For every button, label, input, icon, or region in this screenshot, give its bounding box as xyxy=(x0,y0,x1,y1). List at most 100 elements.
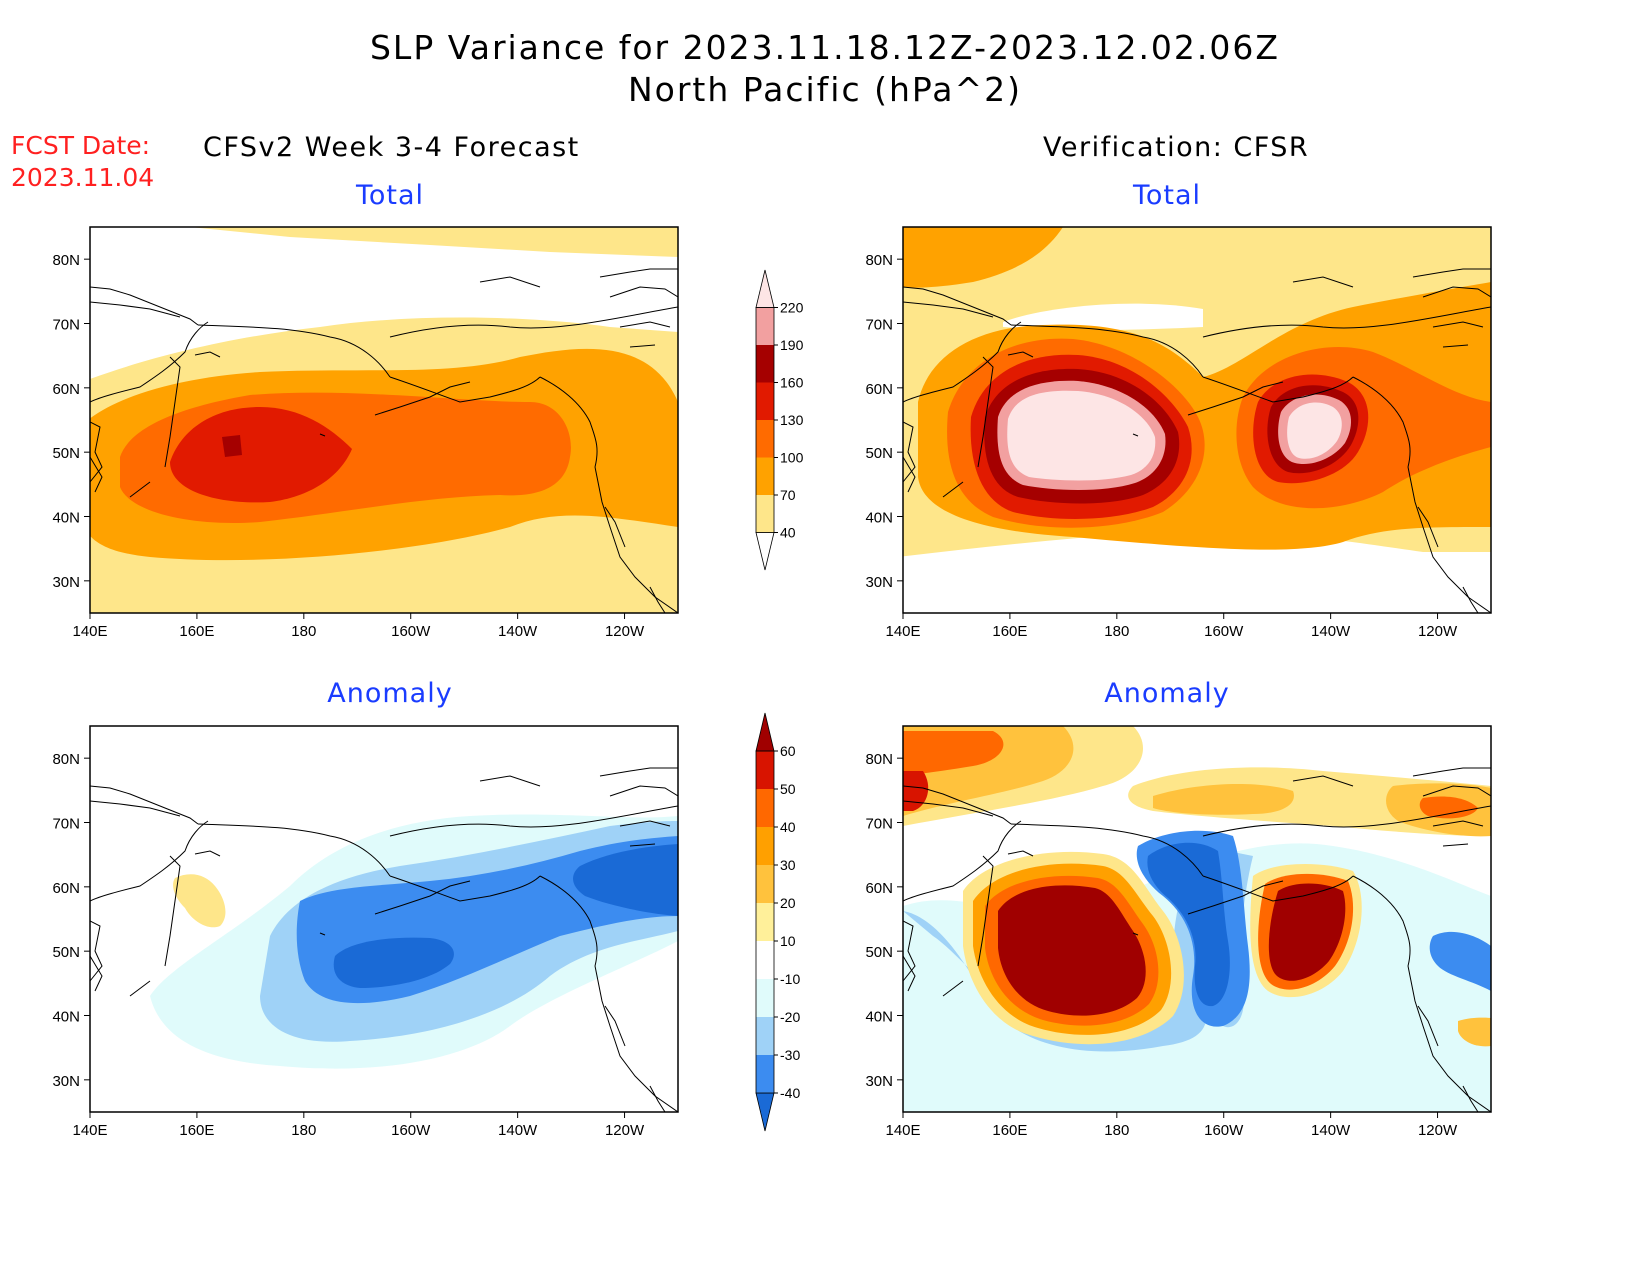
coastline xyxy=(319,433,326,437)
colorbar-label: 190 xyxy=(780,337,804,353)
column-header-forecast: CFSv2 Week 3-4 Forecast xyxy=(203,132,580,163)
lat-tick-label: 50N xyxy=(865,944,893,961)
coastline xyxy=(1462,586,1479,613)
contour-region xyxy=(333,937,454,988)
coastline xyxy=(942,980,964,997)
coastline xyxy=(599,268,678,278)
coastline xyxy=(479,276,541,288)
colorbar-swatch xyxy=(755,1092,775,1132)
contour-fills xyxy=(903,227,1491,613)
contour-region xyxy=(1429,931,1491,991)
lon-tick-label: 160E xyxy=(179,623,214,640)
coastline xyxy=(903,301,994,318)
coastline xyxy=(609,785,678,797)
colorbar-label: 160 xyxy=(780,375,804,391)
coastline xyxy=(1412,268,1491,278)
coastline xyxy=(539,875,598,967)
lat-tick-label: 30N xyxy=(865,574,893,591)
colorbar-label: 100 xyxy=(780,450,804,466)
coastline xyxy=(1442,344,1469,348)
coastline xyxy=(479,775,541,787)
lon-tick-label: 120W xyxy=(1418,1122,1458,1139)
lat-tick-label: 60N xyxy=(52,880,80,897)
coastline xyxy=(1432,321,1484,328)
lat-tick-label: 40N xyxy=(52,1009,80,1026)
coastline xyxy=(1187,381,1284,416)
contour-region xyxy=(1458,1017,1491,1047)
coastline xyxy=(389,805,678,837)
coastline xyxy=(1132,433,1139,437)
colorbar-swatch xyxy=(756,751,774,789)
lon-tick-label: 140W xyxy=(1311,1122,1351,1139)
lat-tick-label: 70N xyxy=(52,317,80,334)
colorbar-swatch xyxy=(756,903,774,941)
colorbar-swatch xyxy=(756,382,774,420)
coastline xyxy=(1417,506,1439,548)
coastline xyxy=(389,306,678,338)
coastline xyxy=(90,456,103,493)
colorbar-swatch xyxy=(756,1055,774,1093)
colorbar-swatch xyxy=(756,865,774,903)
colorbar-anomaly: -40 -30 -20 -10 10 20 30 40 50 60 xyxy=(755,712,800,1132)
coastline xyxy=(604,506,626,548)
lon-tick-label: 140W xyxy=(498,623,538,640)
colorbar-label: 40 xyxy=(780,525,796,541)
coastline xyxy=(90,800,181,817)
colorbar-swatch xyxy=(756,827,774,865)
map-panel-forecast-total: 140E 160E 180 160W 140W 120W 80N 70N 60N 50N 40N 30… xyxy=(52,226,679,640)
lat-tick-label: 50N xyxy=(52,445,80,462)
contour-fills xyxy=(90,227,678,613)
coastline xyxy=(604,1005,626,1047)
colorbar-label: 40 xyxy=(780,819,796,835)
contour-region xyxy=(998,885,1146,1016)
coastline xyxy=(619,321,671,328)
map-frame xyxy=(902,226,1492,614)
coastline xyxy=(1202,805,1491,837)
coastline xyxy=(1292,775,1354,787)
coastline xyxy=(539,376,598,468)
contour-region xyxy=(1287,402,1342,459)
coastline xyxy=(609,286,678,298)
contour-region xyxy=(173,874,226,928)
lon-tick-label: 140E xyxy=(885,1122,920,1139)
coastline xyxy=(1202,306,1491,338)
map-frame xyxy=(902,725,1492,1113)
coastline xyxy=(1007,351,1034,358)
lon-tick-label: 120W xyxy=(605,623,645,640)
lat-tick-label: 40N xyxy=(52,510,80,527)
colorbar-swatch xyxy=(756,979,774,1017)
coastline xyxy=(1462,1085,1479,1112)
colorbar-label: 10 xyxy=(780,933,796,949)
coastline xyxy=(903,286,1012,326)
coastline xyxy=(649,1085,666,1112)
chart-subtitle: North Pacific (hPa^2) xyxy=(627,70,1023,109)
contour-region xyxy=(1007,390,1156,481)
coastline xyxy=(90,820,209,902)
map-panel-forecast-anomaly: 140E 160E 180 160W 140W 120W 80N 70N 60N 50N 40N 30… xyxy=(52,725,679,1139)
lon-tick-label: 180 xyxy=(291,623,316,640)
lat-tick-label: 30N xyxy=(52,1073,80,1090)
coastline xyxy=(1417,1005,1439,1047)
coastline xyxy=(194,850,221,857)
colorbar-swatch xyxy=(756,789,774,827)
lat-tick-label: 80N xyxy=(52,751,80,768)
coastline xyxy=(197,324,391,378)
coastline xyxy=(649,586,666,613)
colorbar-swatch xyxy=(755,712,775,752)
colorbar-total: 40 70 100 130 160 190 220 xyxy=(755,269,804,571)
coastline xyxy=(1292,276,1354,288)
lon-tick-label: 160W xyxy=(391,623,431,640)
lon-tick-label: 160E xyxy=(992,1122,1027,1139)
coastline xyxy=(1202,376,1354,403)
contour-region xyxy=(903,227,1063,288)
colorbar-swatch xyxy=(756,1017,774,1055)
coastline xyxy=(90,920,103,982)
lon-tick-label: 140W xyxy=(1311,623,1351,640)
coastline xyxy=(389,875,541,902)
colorbar-swatch xyxy=(756,941,774,979)
lon-tick-label: 160W xyxy=(391,1122,431,1139)
coastline xyxy=(90,301,181,318)
coastline xyxy=(1412,767,1491,777)
lat-tick-label: 40N xyxy=(865,510,893,527)
